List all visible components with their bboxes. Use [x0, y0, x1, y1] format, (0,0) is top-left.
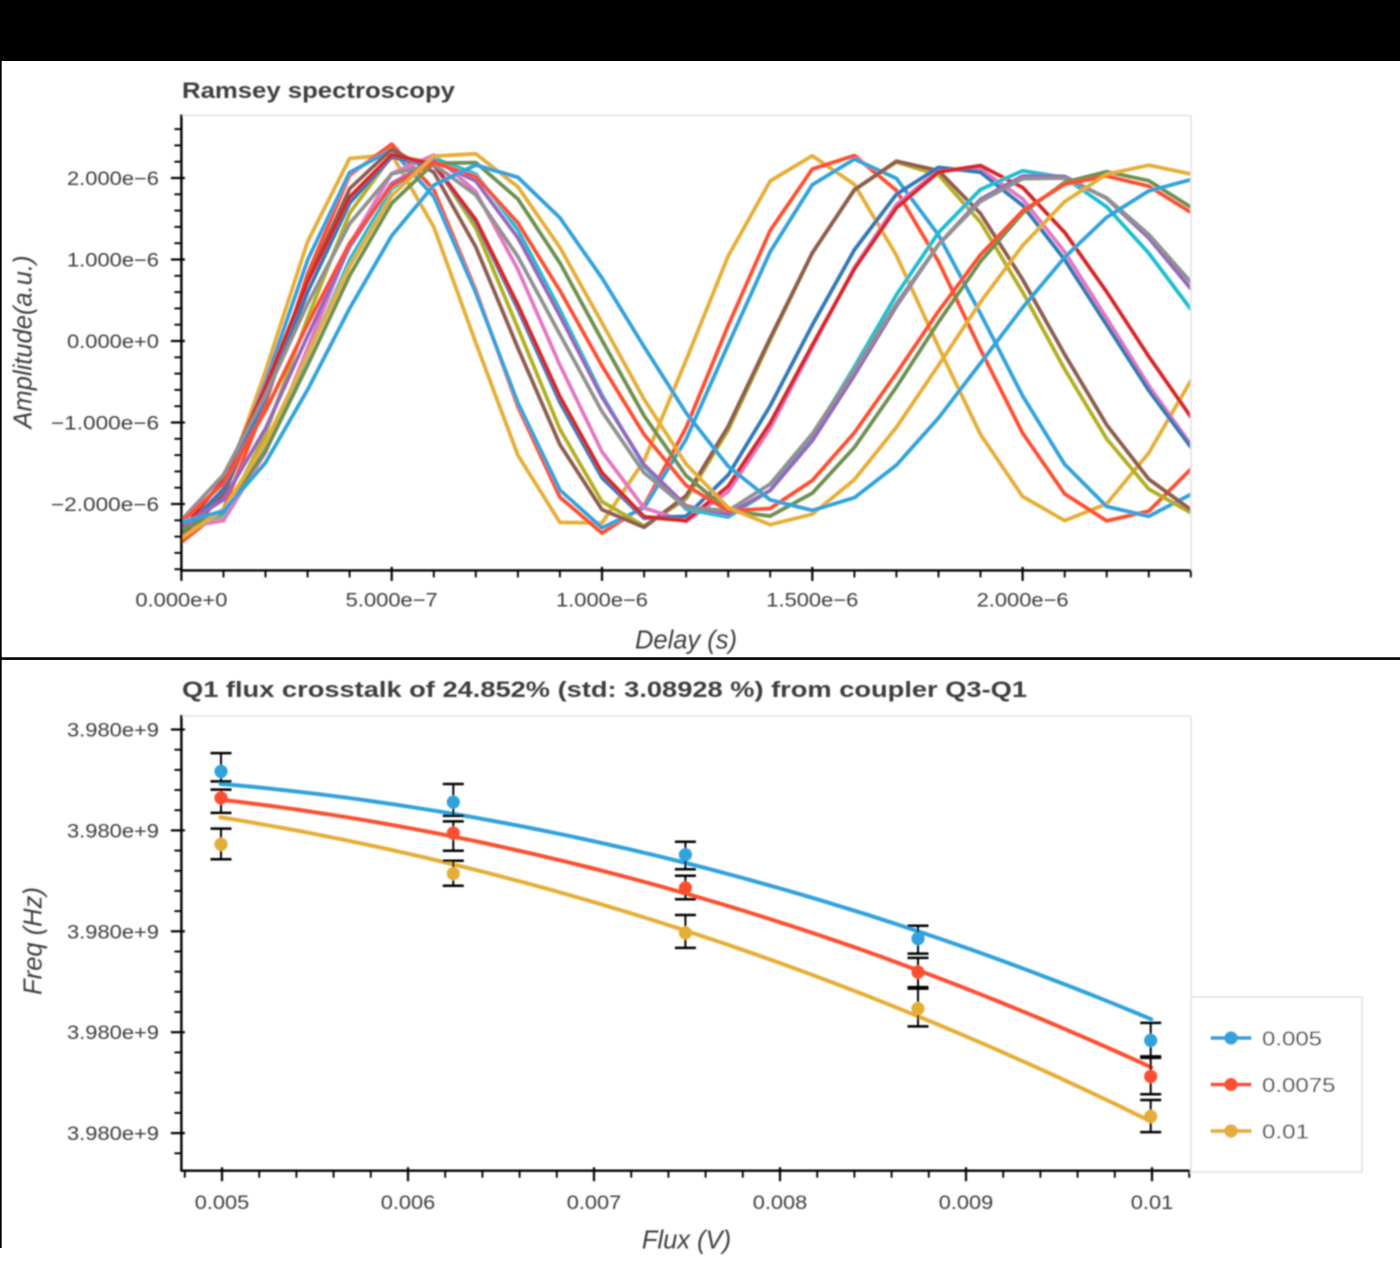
svg-text:Amplitude(a.u.): Amplitude(a.u.) [10, 256, 38, 431]
svg-text:3.980e+9: 3.980e+9 [67, 921, 159, 943]
svg-text:0.01: 0.01 [1262, 1120, 1309, 1143]
svg-text:0.005: 0.005 [195, 1192, 250, 1214]
svg-text:3.980e+9: 3.980e+9 [67, 1123, 159, 1145]
svg-text:0.007: 0.007 [567, 1192, 622, 1214]
svg-text:Freq (Hz): Freq (Hz) [20, 887, 48, 995]
svg-text:−2.000e−6: −2.000e−6 [51, 494, 159, 516]
svg-text:Delay (s): Delay (s) [635, 627, 737, 655]
svg-text:3.980e+9: 3.980e+9 [67, 720, 159, 742]
svg-text:0.005: 0.005 [1262, 1027, 1322, 1050]
svg-text:1.000e−6: 1.000e−6 [556, 590, 648, 612]
svg-text:2.000e−6: 2.000e−6 [977, 590, 1069, 612]
svg-text:0.000e+0: 0.000e+0 [135, 590, 227, 612]
svg-text:5.000e−7: 5.000e−7 [346, 590, 438, 612]
svg-text:0.008: 0.008 [753, 1192, 808, 1214]
svg-text:1.000e−6: 1.000e−6 [67, 250, 159, 272]
svg-text:Q1 flux crosstalk of 24.852% (: Q1 flux crosstalk of 24.852% (std: 3.089… [182, 677, 1027, 702]
svg-text:0.006: 0.006 [381, 1192, 436, 1214]
svg-text:0.000e+0: 0.000e+0 [67, 331, 159, 353]
svg-text:−1.000e−6: −1.000e−6 [51, 413, 159, 435]
svg-text:0.009: 0.009 [939, 1192, 994, 1214]
svg-text:3.980e+9: 3.980e+9 [67, 820, 159, 842]
svg-text:Ramsey spectroscopy: Ramsey spectroscopy [182, 78, 456, 103]
svg-text:Flux (V): Flux (V) [642, 1227, 731, 1255]
svg-text:1.500e−6: 1.500e−6 [766, 590, 858, 612]
svg-text:0.01: 0.01 [1131, 1192, 1174, 1214]
svg-text:0.0075: 0.0075 [1262, 1074, 1336, 1097]
svg-text:3.980e+9: 3.980e+9 [67, 1022, 159, 1044]
svg-text:2.000e−6: 2.000e−6 [67, 168, 159, 190]
